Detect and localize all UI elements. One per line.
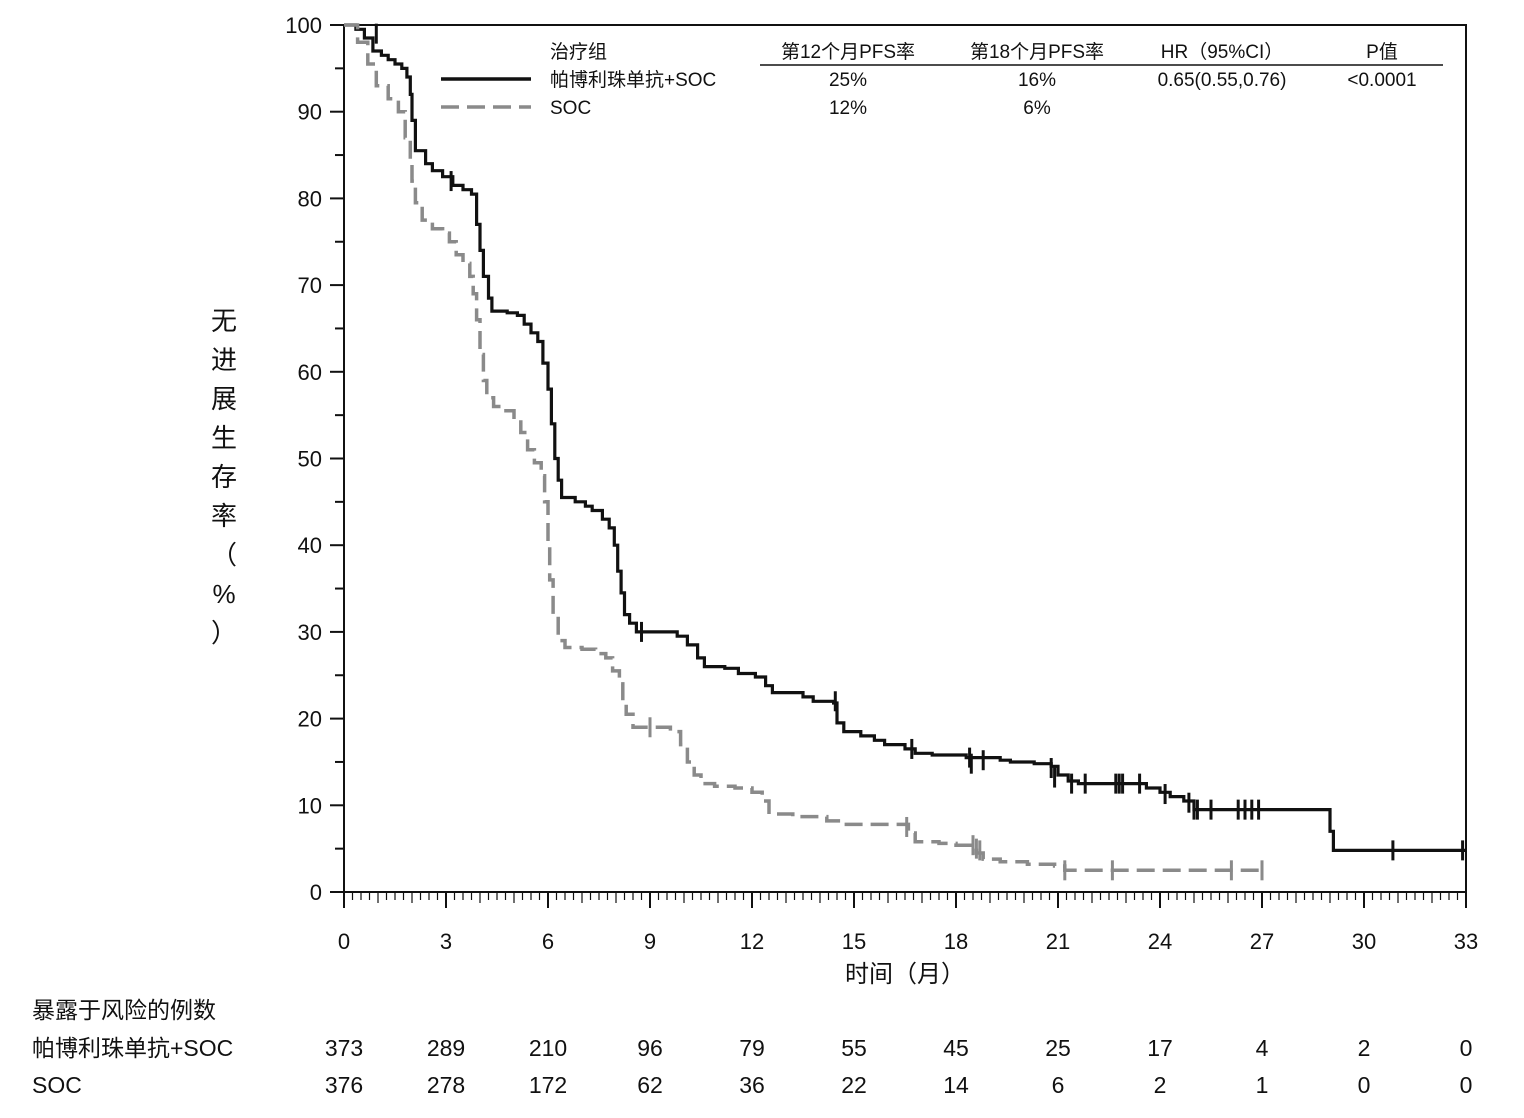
survival-curves — [344, 23, 1466, 881]
y-tick-label: 50 — [298, 447, 322, 472]
risk-count: 79 — [739, 1035, 765, 1061]
plot-frame — [343, 24, 1467, 893]
y-axis-label-char: % — [212, 579, 235, 609]
risk-count: 22 — [841, 1072, 867, 1098]
y-axis-label-char: ） — [211, 618, 237, 648]
risk-count: 0 — [1460, 1035, 1473, 1061]
y-tick-label: 0 — [310, 880, 322, 905]
y-axis-label-char: 生 — [211, 423, 237, 453]
risk-count: 376 — [325, 1072, 363, 1098]
risk-count: 172 — [529, 1072, 567, 1098]
y-tick-label: 20 — [298, 707, 322, 732]
y-tick-label: 40 — [298, 533, 322, 558]
y-tick-label: 30 — [298, 620, 322, 645]
x-tick-label: 12 — [740, 929, 764, 954]
y-tick-label: 70 — [298, 273, 322, 298]
legend-pfs12: 25% — [829, 70, 867, 91]
risk-count: 0 — [1358, 1072, 1371, 1098]
risk-count: 36 — [739, 1072, 765, 1098]
risk-row-label: SOC — [32, 1072, 82, 1098]
y-tick-label: 80 — [298, 186, 322, 211]
legend-hr: 0.65(0.55,0.76) — [1158, 70, 1287, 91]
legend-pfs12: 12% — [829, 98, 867, 119]
risk-count: 96 — [637, 1035, 663, 1061]
legend: 治疗组 第12个月PFS率 第18个月PFS率 HR（95%CI） P值帕博利珠单抗+S… — [441, 41, 1443, 119]
axes: 0 10 20 30 40 50 60 70 80 90 100 0 3 6 9 12 15 18 21 24 27 30… — [211, 13, 1478, 988]
y-axis-label-char: 进 — [211, 345, 237, 375]
risk-count: 6 — [1052, 1072, 1065, 1098]
x-tick-label: 18 — [944, 929, 968, 954]
risk-count: 55 — [841, 1035, 867, 1061]
series-line-soc — [344, 23, 1262, 873]
y-axis-label-char: 率 — [211, 501, 237, 531]
risk-count: 210 — [529, 1035, 567, 1061]
risk-count: 278 — [427, 1072, 465, 1098]
y-tick-label: 100 — [285, 13, 322, 38]
x-tick-label: 15 — [842, 929, 866, 954]
legend-series-name: 帕博利珠单抗+SOC — [550, 69, 716, 91]
legend-header: HR（95%CI） — [1161, 41, 1283, 63]
risk-count: 25 — [1045, 1035, 1071, 1061]
risk-count: 373 — [325, 1035, 363, 1061]
x-axis-label: 时间（月） — [845, 961, 965, 988]
risk-count: 0 — [1460, 1072, 1473, 1098]
x-tick-label: 24 — [1148, 929, 1172, 954]
series-line-pembrolizumab-soc — [344, 23, 1466, 852]
risk-count: 14 — [943, 1072, 969, 1098]
risk-count: 289 — [427, 1035, 465, 1061]
x-tick-label: 21 — [1046, 929, 1070, 954]
legend-header: 第12个月PFS率 — [781, 41, 915, 63]
x-tick-label: 30 — [1352, 929, 1376, 954]
risk-count: 45 — [943, 1035, 969, 1061]
risk-row-label: 帕博利珠单抗+SOC — [32, 1035, 233, 1061]
y-tick-label: 10 — [298, 793, 322, 818]
legend-header: P值 — [1366, 41, 1398, 63]
y-axis-label-char: 无 — [211, 306, 237, 336]
x-tick-label: 6 — [542, 929, 554, 954]
legend-header-group: 治疗组 — [550, 41, 607, 63]
y-axis-label-char: （ — [211, 540, 237, 570]
legend-p-value: <0.0001 — [1347, 70, 1416, 91]
x-tick-label: 3 — [440, 929, 452, 954]
risk-count: 4 — [1256, 1035, 1269, 1061]
risk-count: 1 — [1256, 1072, 1269, 1098]
x-tick-label: 33 — [1454, 929, 1478, 954]
y-axis-label-char: 存 — [211, 462, 237, 492]
legend-pfs18: 16% — [1018, 70, 1056, 91]
x-tick-label: 0 — [338, 929, 350, 954]
risk-table-title: 暴露于风险的例数 — [32, 997, 216, 1023]
risk-count: 2 — [1154, 1072, 1167, 1098]
y-tick-label: 60 — [298, 360, 322, 385]
risk-count: 62 — [637, 1072, 663, 1098]
legend-pfs18: 6% — [1023, 98, 1051, 119]
x-tick-label: 9 — [644, 929, 656, 954]
legend-header: 第18个月PFS率 — [970, 41, 1104, 63]
risk-count: 2 — [1358, 1035, 1371, 1061]
x-tick-label: 27 — [1250, 929, 1274, 954]
y-axis-label-char: 展 — [211, 384, 237, 414]
legend-series-name: SOC — [550, 98, 591, 119]
y-tick-label: 90 — [298, 100, 322, 125]
risk-count: 17 — [1147, 1035, 1173, 1061]
